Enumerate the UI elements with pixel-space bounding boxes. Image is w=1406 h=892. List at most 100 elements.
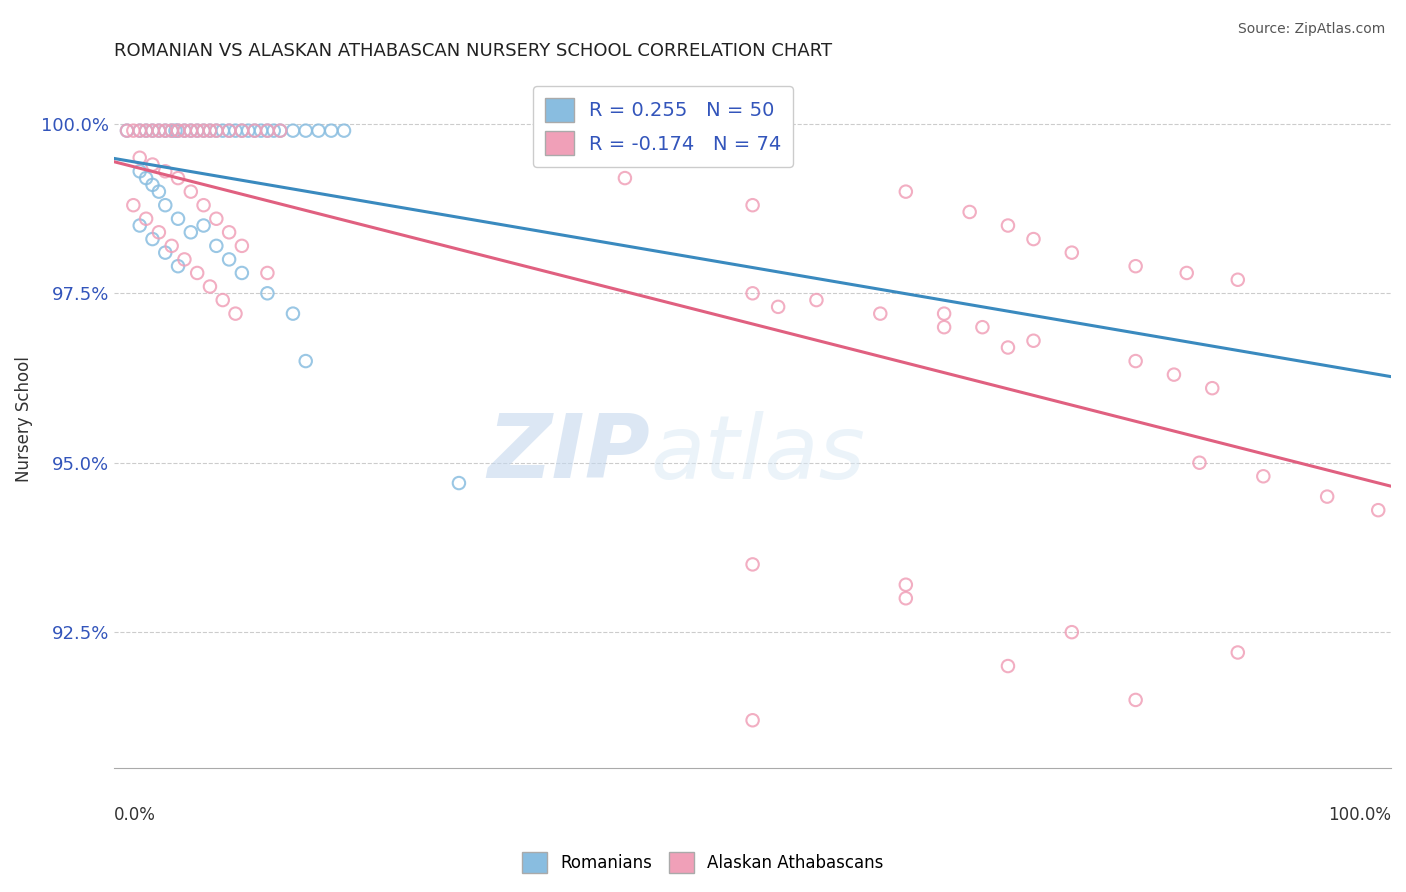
- Point: [1316, 490, 1339, 504]
- Point: [281, 123, 304, 137]
- Point: [115, 123, 138, 137]
- Point: [997, 659, 1019, 673]
- Point: [173, 123, 195, 137]
- Point: [141, 178, 163, 192]
- Point: [135, 123, 157, 137]
- Point: [894, 185, 917, 199]
- Point: [250, 123, 273, 137]
- Point: [997, 219, 1019, 233]
- Point: [224, 307, 246, 321]
- Point: [173, 123, 195, 137]
- Point: [932, 307, 955, 321]
- Point: [1253, 469, 1275, 483]
- Point: [1163, 368, 1185, 382]
- Point: [269, 123, 291, 137]
- Point: [155, 198, 177, 212]
- Point: [218, 225, 240, 239]
- Text: ZIP: ZIP: [488, 410, 651, 497]
- Point: [180, 123, 202, 137]
- Point: [141, 157, 163, 171]
- Point: [243, 123, 266, 137]
- Point: [160, 123, 183, 137]
- Point: [894, 578, 917, 592]
- Point: [231, 123, 253, 137]
- Point: [167, 123, 190, 137]
- Point: [205, 123, 228, 137]
- Point: [238, 123, 260, 137]
- Point: [128, 164, 150, 178]
- Point: [193, 198, 215, 212]
- Point: [333, 123, 356, 137]
- Point: [224, 123, 246, 137]
- Text: atlas: atlas: [651, 410, 865, 497]
- Point: [173, 252, 195, 267]
- Point: [447, 476, 470, 491]
- Point: [766, 300, 789, 314]
- Point: [256, 286, 278, 301]
- Point: [198, 279, 221, 293]
- Point: [613, 171, 636, 186]
- Point: [167, 259, 190, 273]
- Point: [218, 123, 240, 137]
- Point: [1201, 381, 1223, 395]
- Point: [186, 266, 208, 280]
- Point: [141, 123, 163, 137]
- Text: 100.0%: 100.0%: [1329, 806, 1391, 824]
- Point: [122, 123, 145, 137]
- Point: [269, 123, 291, 137]
- Point: [231, 239, 253, 253]
- Point: [256, 123, 278, 137]
- Point: [1125, 693, 1147, 707]
- Y-axis label: Nursery School: Nursery School: [15, 356, 32, 482]
- Text: Source: ZipAtlas.com: Source: ZipAtlas.com: [1237, 22, 1385, 37]
- Point: [135, 171, 157, 186]
- Point: [613, 137, 636, 152]
- Point: [1188, 456, 1211, 470]
- Point: [155, 123, 177, 137]
- Point: [167, 211, 190, 226]
- Point: [148, 185, 170, 199]
- Point: [155, 123, 177, 137]
- Point: [128, 123, 150, 137]
- Text: ROMANIAN VS ALASKAN ATHABASCAN NURSERY SCHOOL CORRELATION CHART: ROMANIAN VS ALASKAN ATHABASCAN NURSERY S…: [114, 42, 832, 60]
- Point: [741, 713, 763, 727]
- Point: [128, 151, 150, 165]
- Point: [281, 307, 304, 321]
- Point: [148, 225, 170, 239]
- Point: [997, 341, 1019, 355]
- Point: [972, 320, 994, 334]
- Point: [1060, 245, 1083, 260]
- Point: [1060, 625, 1083, 640]
- Point: [256, 266, 278, 280]
- Point: [193, 123, 215, 137]
- Point: [135, 123, 157, 137]
- Legend: Romanians, Alaskan Athabascans: Romanians, Alaskan Athabascans: [516, 846, 890, 880]
- Point: [155, 245, 177, 260]
- Point: [180, 185, 202, 199]
- Point: [160, 123, 183, 137]
- Point: [135, 211, 157, 226]
- Point: [115, 123, 138, 137]
- Point: [1022, 334, 1045, 348]
- Point: [231, 266, 253, 280]
- Point: [1022, 232, 1045, 246]
- Point: [186, 123, 208, 137]
- Point: [294, 354, 316, 368]
- Point: [205, 123, 228, 137]
- Point: [263, 123, 285, 137]
- Point: [167, 123, 190, 137]
- Point: [1125, 259, 1147, 273]
- Text: 0.0%: 0.0%: [114, 806, 156, 824]
- Point: [741, 558, 763, 572]
- Point: [155, 164, 177, 178]
- Point: [205, 239, 228, 253]
- Point: [231, 123, 253, 137]
- Point: [321, 123, 343, 137]
- Point: [741, 286, 763, 301]
- Point: [218, 252, 240, 267]
- Point: [193, 219, 215, 233]
- Point: [167, 171, 190, 186]
- Point: [1226, 645, 1249, 659]
- Point: [308, 123, 330, 137]
- Point: [160, 239, 183, 253]
